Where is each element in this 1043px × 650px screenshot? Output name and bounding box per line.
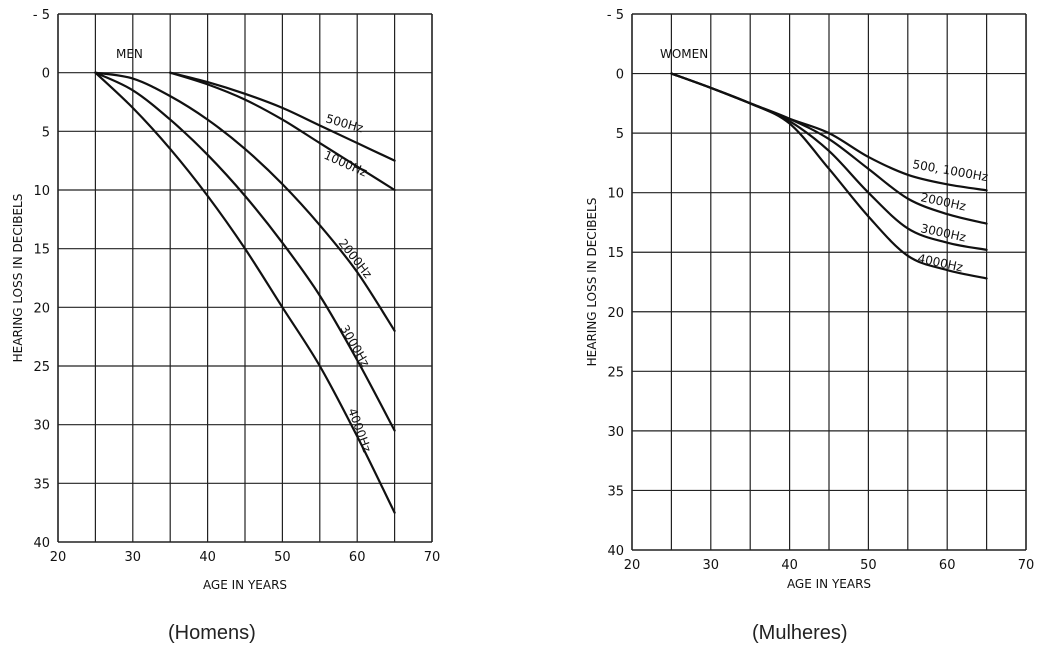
x-tick-label: 60 <box>349 550 366 565</box>
y-tick-label: 20 <box>33 301 50 316</box>
y-tick-label: 0 <box>42 67 50 82</box>
series-label: 1000Hz <box>322 148 370 179</box>
series-label: 4000Hz <box>345 406 374 454</box>
y-tick-label: 15 <box>607 246 624 261</box>
y-tick-label: 40 <box>33 536 50 551</box>
x-tick-label: 60 <box>939 558 956 573</box>
y-tick-label: 0 <box>616 68 624 83</box>
y-tick-label: 5 <box>616 127 624 142</box>
x-tick-label: 40 <box>781 558 798 573</box>
x-axis-label: AGE IN YEARS <box>203 578 287 592</box>
y-tick-label: 35 <box>33 477 50 492</box>
y-tick-label: 25 <box>33 360 50 375</box>
y-tick-label: 35 <box>607 484 624 499</box>
y-tick-label: - 5 <box>607 8 624 23</box>
series-label: 4000Hz <box>916 251 964 274</box>
series-line <box>94 71 396 514</box>
chart-panel-women: 20 30 40 50 60 70 - 5 0 5 10 15 20 25 30 35 40 AGE IN YE… <box>585 8 1034 591</box>
x-tick-label: 50 <box>274 550 291 565</box>
y-tick-label: 10 <box>607 187 624 202</box>
grid <box>631 13 1027 551</box>
x-tick-label: 30 <box>703 558 720 573</box>
caption-women: (Mulheres) <box>752 622 848 644</box>
x-tick-label: 50 <box>860 558 877 573</box>
series-line <box>94 71 396 432</box>
x-tick-label: 40 <box>199 550 216 565</box>
x-tick-label: 30 <box>125 550 142 565</box>
panel-title: WOMEN <box>660 47 708 61</box>
x-tick-label: 70 <box>424 550 441 565</box>
series-line <box>94 71 396 332</box>
y-tick-label: 20 <box>607 306 624 321</box>
y-tick-label: 40 <box>607 544 624 559</box>
y-tick-label: 5 <box>42 125 50 140</box>
y-axis-label: HEARING LOSS IN DECIBELS <box>11 194 25 363</box>
series-label: 2000Hz <box>336 236 375 281</box>
x-tick-label: 70 <box>1018 558 1035 573</box>
caption-men: (Homens) <box>168 622 256 644</box>
y-tick-label: 30 <box>33 419 50 434</box>
x-tick-label: 20 <box>50 550 67 565</box>
y-tick-label: 30 <box>607 425 624 440</box>
series-label: 3000Hz <box>337 323 372 370</box>
series-line <box>169 71 396 192</box>
series-label: 2000Hz <box>919 190 967 213</box>
x-tick-label: 20 <box>624 558 641 573</box>
series-line <box>670 72 988 280</box>
chart-panel-men: 20 30 40 50 60 70 - 5 0 5 10 15 20 25 30 35 40 AGE IN YE… <box>11 8 440 592</box>
y-tick-label: - 5 <box>33 8 50 23</box>
series-line <box>169 71 396 162</box>
grid <box>57 13 433 543</box>
y-axis-label: HEARING LOSS IN DECIBELS <box>585 198 599 367</box>
y-tick-label: 15 <box>33 243 50 258</box>
y-tick-label: 10 <box>33 184 50 199</box>
x-axis-label: AGE IN YEARS <box>787 577 871 591</box>
y-tick-label: 25 <box>607 365 624 380</box>
panel-title: MEN <box>116 47 143 61</box>
